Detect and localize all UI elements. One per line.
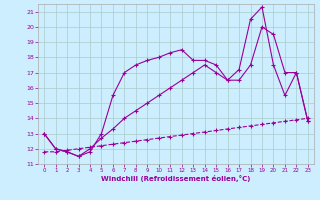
X-axis label: Windchill (Refroidissement éolien,°C): Windchill (Refroidissement éolien,°C) xyxy=(101,175,251,182)
